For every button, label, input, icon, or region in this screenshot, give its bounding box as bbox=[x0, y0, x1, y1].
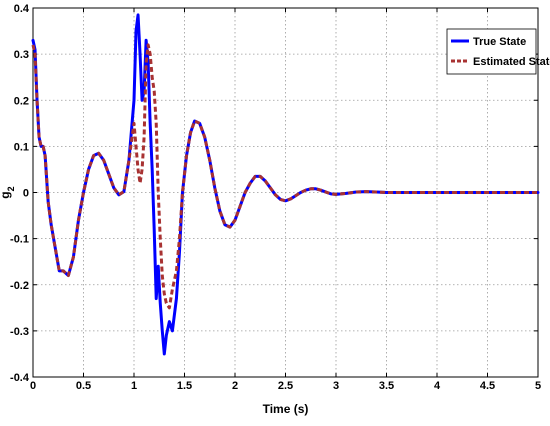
y-axis: 0.4 0.3 0.2 0.1 0 -0.1 -0.2 -0.3 -0.4 bbox=[10, 3, 538, 384]
y-tick-label: 0.3 bbox=[14, 49, 29, 61]
y-tick-label: -0.4 bbox=[10, 372, 30, 384]
x-tick-label: 3.5 bbox=[379, 380, 394, 392]
x-tick-label: 2.5 bbox=[278, 380, 293, 392]
series-group bbox=[31, 13, 540, 356]
x-tick-label: 0 bbox=[30, 380, 36, 392]
x-tick-label: 4.5 bbox=[480, 380, 495, 392]
x-axis-title: Time (s) bbox=[263, 402, 309, 416]
legend-box bbox=[446, 28, 537, 75]
x-tick-label: 1 bbox=[131, 380, 137, 392]
series-line-estimated-state bbox=[31, 43, 538, 310]
legend-label-true-state: True State bbox=[473, 36, 526, 48]
y-tick-label: -0.1 bbox=[10, 234, 29, 246]
y-tick-label: 0.2 bbox=[14, 95, 29, 107]
x-tick-label: 3 bbox=[333, 380, 339, 392]
x-tick-label: 4 bbox=[434, 380, 441, 392]
y-tick-label: 0.4 bbox=[14, 3, 30, 15]
x-tick-label: 5 bbox=[535, 380, 541, 392]
y-axis-title: g2 bbox=[0, 186, 16, 198]
y-tick-label: -0.3 bbox=[10, 326, 29, 338]
y-axis-title-subscript: 2 bbox=[6, 186, 16, 191]
y-axis-title-main: g bbox=[0, 191, 12, 198]
x-tick-label: 0.5 bbox=[76, 380, 91, 392]
y-tick-label: 0 bbox=[23, 188, 29, 200]
y-tick-label: 0.1 bbox=[14, 141, 29, 153]
x-tick-label: 1.5 bbox=[177, 380, 192, 392]
x-tick-label: 2 bbox=[232, 380, 238, 392]
y-tick-label: -0.2 bbox=[10, 280, 29, 292]
x-axis: 0 0.5 1 1.5 2 2.5 3 3.5 4 4.5 5 bbox=[30, 8, 541, 392]
legend-label-estimated-state: Estimated State bbox=[473, 56, 550, 68]
legend: True State Estimated State bbox=[446, 28, 550, 75]
